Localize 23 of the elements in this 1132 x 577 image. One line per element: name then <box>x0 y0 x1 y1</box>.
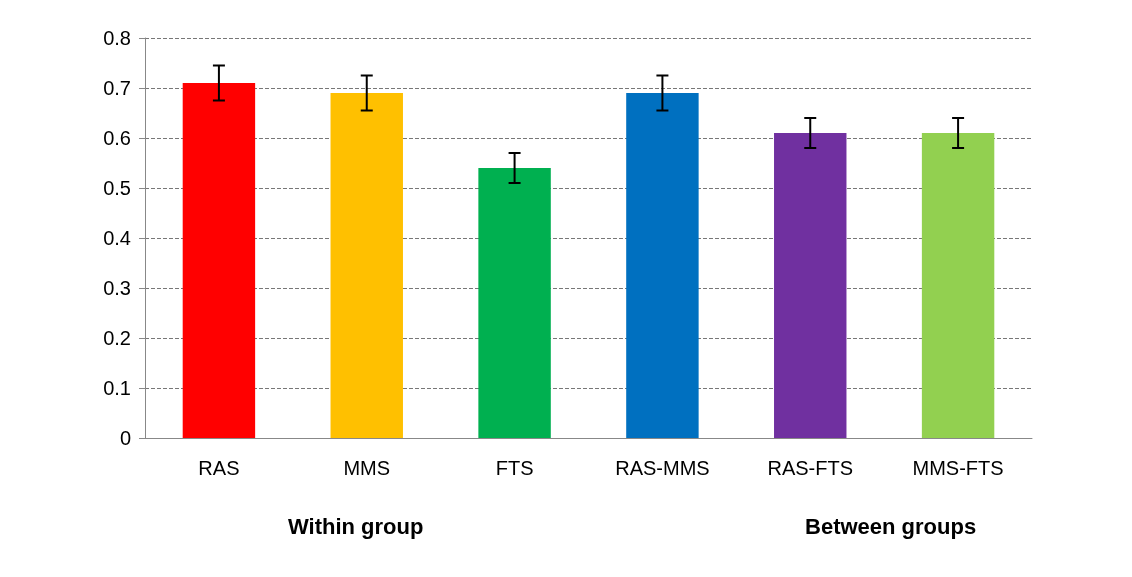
y-tick-label: 0.2 <box>103 327 131 349</box>
bar <box>182 83 256 438</box>
bar <box>921 133 995 438</box>
x-tick-label: RAS-FTS <box>767 457 854 479</box>
y-tick-label: 0.7 <box>103 77 131 99</box>
x-tick-label: MMS-FTS <box>912 457 1004 479</box>
y-tick-label: 0.6 <box>103 127 131 149</box>
x-tick-label: RAS <box>198 457 240 479</box>
bar <box>774 133 847 438</box>
y-tick-label: 0.3 <box>103 277 131 299</box>
y-tick-label: 0 <box>119 427 131 449</box>
y-tick-label: 0.5 <box>103 177 131 199</box>
bar <box>478 168 551 438</box>
y-tick-label: 0.1 <box>103 377 131 399</box>
text: Between groups <box>805 513 977 539</box>
y-tick-label: 0.8 <box>103 27 131 49</box>
bar <box>626 93 699 438</box>
text: Within group <box>287 513 424 539</box>
bar <box>330 93 403 438</box>
x-tick-label: RAS-MMS <box>615 457 710 479</box>
x-tick-label: MMS <box>343 457 391 479</box>
x-tick-label: FTS <box>495 457 534 479</box>
y-tick-label: 0.4 <box>103 227 131 249</box>
